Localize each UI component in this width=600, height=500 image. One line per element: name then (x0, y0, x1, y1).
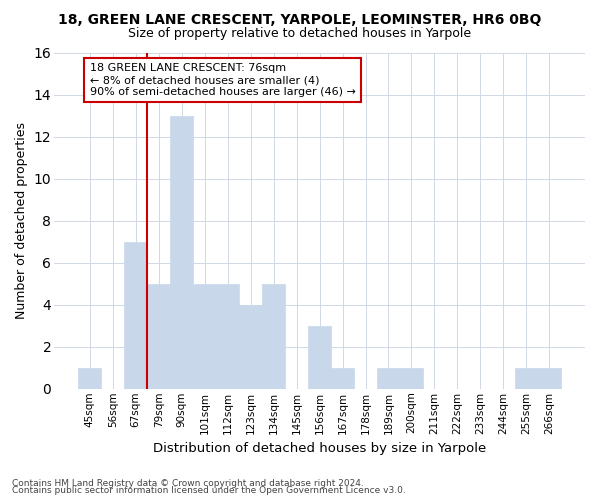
Bar (216, 284, 239, 389)
Bar (515, 368, 538, 389)
Text: Contains HM Land Registry data © Crown copyright and database right 2024.: Contains HM Land Registry data © Crown c… (12, 478, 364, 488)
Y-axis label: Number of detached properties: Number of detached properties (15, 122, 28, 320)
Bar (308, 326, 331, 389)
Text: Size of property relative to detached houses in Yarpole: Size of property relative to detached ho… (128, 28, 472, 40)
Bar (124, 242, 147, 389)
X-axis label: Distribution of detached houses by size in Yarpole: Distribution of detached houses by size … (153, 442, 486, 455)
Bar (262, 284, 285, 389)
Bar (239, 305, 262, 389)
Bar (400, 368, 423, 389)
Bar (170, 116, 193, 389)
Bar (147, 284, 170, 389)
Text: 18, GREEN LANE CRESCENT, YARPOLE, LEOMINSTER, HR6 0BQ: 18, GREEN LANE CRESCENT, YARPOLE, LEOMIN… (58, 12, 542, 26)
Bar (377, 368, 400, 389)
Bar (331, 368, 354, 389)
Bar (538, 368, 561, 389)
Bar (193, 284, 216, 389)
Bar (78, 368, 101, 389)
Text: Contains public sector information licensed under the Open Government Licence v3: Contains public sector information licen… (12, 486, 406, 495)
Text: 18 GREEN LANE CRESCENT: 76sqm
← 8% of detached houses are smaller (4)
90% of sem: 18 GREEN LANE CRESCENT: 76sqm ← 8% of de… (90, 64, 356, 96)
